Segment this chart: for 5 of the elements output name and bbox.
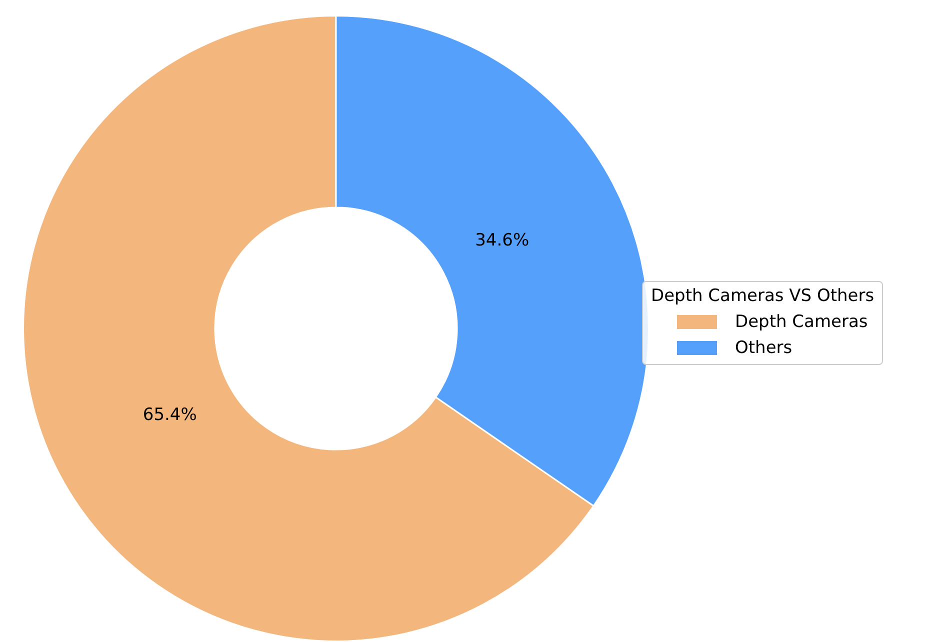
legend-title: Depth Cameras VS Others xyxy=(651,286,874,306)
legend-label: Depth Cameras xyxy=(735,312,868,332)
data-label: 34.6% xyxy=(475,230,530,251)
data-label: 65.4% xyxy=(142,405,197,426)
legend-label: Others xyxy=(735,338,792,358)
